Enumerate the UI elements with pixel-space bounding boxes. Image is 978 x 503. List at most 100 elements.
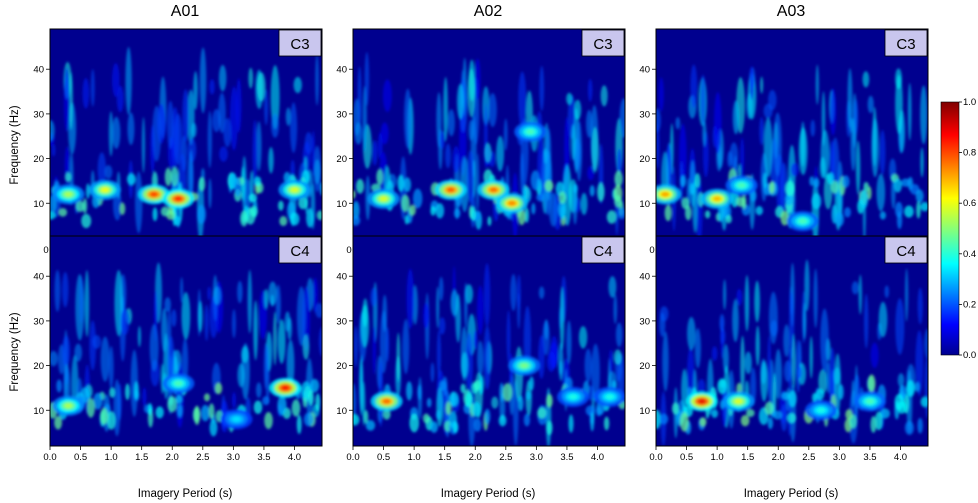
band-granule <box>82 198 88 214</box>
band-granule <box>680 175 687 187</box>
activity-streak <box>466 150 475 203</box>
activity-streak <box>681 368 688 413</box>
band-granule <box>838 384 844 400</box>
activity-streak <box>871 118 879 178</box>
band-granule <box>711 409 719 418</box>
band-granule <box>841 175 850 188</box>
activity-streak <box>231 392 237 409</box>
hotspot-3 <box>379 196 388 202</box>
activity-streak <box>576 120 583 182</box>
band-granule <box>449 391 459 407</box>
x-tick-label: 1.0 <box>711 452 724 463</box>
activity-streak <box>253 300 258 361</box>
x-tick-label: 2.0 <box>469 452 482 463</box>
x-tick-label: 0.0 <box>346 452 359 463</box>
activity-streak <box>315 54 319 106</box>
activity-streak <box>477 340 484 377</box>
activity-streak <box>736 288 743 306</box>
activity-streak <box>362 85 367 153</box>
activity-streak <box>189 148 193 201</box>
activity-streak <box>476 153 480 212</box>
activity-streak <box>445 143 451 169</box>
band-granule <box>430 421 438 433</box>
channel-badge-label: C4 <box>290 243 309 260</box>
activity-streak <box>125 47 132 115</box>
band-granule <box>197 204 206 224</box>
band-granule <box>465 391 473 409</box>
x-tick-label: 2.0 <box>772 452 785 463</box>
band-granule <box>704 210 711 219</box>
activity-streak <box>152 105 162 162</box>
activity-streak <box>149 323 159 372</box>
activity-streak <box>798 127 808 176</box>
band-granule <box>58 208 68 217</box>
band-granule <box>809 176 815 186</box>
activity-streak <box>302 334 310 360</box>
channel-badge <box>581 236 625 264</box>
band-granule <box>656 409 661 430</box>
band-granule <box>100 407 109 425</box>
x-tick-label: 1.0 <box>105 452 118 463</box>
activity-streak <box>732 298 739 343</box>
activity-streak <box>312 277 318 313</box>
activity-streak <box>768 291 778 345</box>
activity-streak <box>314 159 321 185</box>
band-granule <box>430 206 436 216</box>
band-granule <box>453 208 461 219</box>
activity-streak <box>924 328 928 359</box>
activity-streak <box>851 281 859 295</box>
activity-streak <box>199 47 207 114</box>
band-granule <box>558 191 567 204</box>
band-granule <box>50 211 56 220</box>
activity-streak <box>464 282 468 329</box>
band-granule <box>498 414 507 427</box>
band-granule <box>736 196 746 207</box>
band-granule <box>365 420 376 431</box>
activity-streak <box>694 328 701 369</box>
activity-streak <box>722 344 729 374</box>
band-granule <box>119 202 126 215</box>
activity-streak <box>732 100 740 135</box>
band-granule <box>412 188 423 209</box>
activity-streak <box>548 192 558 227</box>
y-tick-label: 30 <box>639 109 650 120</box>
y-tick-label: 40 <box>336 65 347 76</box>
activity-streak <box>460 352 469 379</box>
band-granule <box>315 393 321 412</box>
band-granule <box>893 178 902 193</box>
y-tick-label: 30 <box>336 109 347 120</box>
y-tick-label: 10 <box>33 199 44 210</box>
activity-streak <box>538 286 545 299</box>
band-granule <box>198 176 206 192</box>
band-granule <box>826 172 835 185</box>
activity-streak <box>744 275 750 332</box>
activity-streak <box>50 350 58 367</box>
activity-streak <box>483 263 491 327</box>
activity-streak <box>231 309 237 339</box>
y-axis-label-top: Frequency (Hz) <box>9 105 21 184</box>
band-granule <box>560 204 565 220</box>
activity-streak <box>855 140 861 195</box>
x-tick-label: 4.0 <box>591 452 604 463</box>
band-granule <box>296 414 302 435</box>
activity-streak <box>137 326 142 347</box>
activity-streak <box>483 325 491 390</box>
band-granule <box>785 193 795 206</box>
colorbar-gradient <box>940 101 960 356</box>
activity-streak <box>218 92 226 134</box>
activity-streak <box>436 286 440 329</box>
band-granule <box>499 382 504 402</box>
activity-streak <box>289 102 298 153</box>
activity-streak <box>92 335 101 349</box>
band-granule <box>546 394 553 408</box>
band-granule <box>725 214 732 224</box>
band-granule <box>606 210 617 224</box>
activity-streak <box>570 124 576 161</box>
band-granule <box>524 207 530 223</box>
band-granule <box>874 411 883 431</box>
band-granule <box>835 212 845 227</box>
activity-streak <box>268 147 274 174</box>
activity-streak <box>917 287 923 325</box>
activity-streak <box>566 320 572 365</box>
activity-streak <box>63 67 70 132</box>
